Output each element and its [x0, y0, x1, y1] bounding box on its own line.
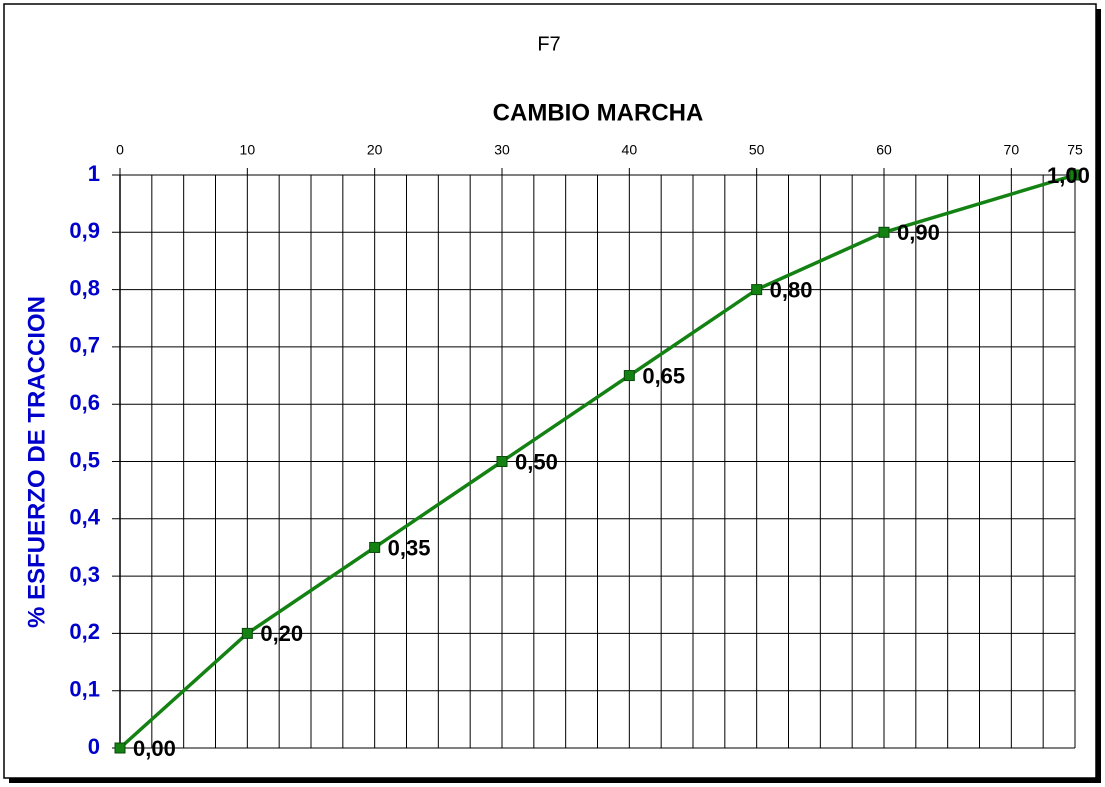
- line: [118, 173, 1076, 750]
- chart-title: F7: [537, 33, 560, 55]
- marker: [241, 627, 253, 639]
- marker: [1069, 169, 1081, 181]
- data-label: 0,20: [260, 621, 303, 646]
- marker: [751, 284, 763, 296]
- y-tick-label: 0,9: [69, 218, 100, 243]
- x-tick-label: 75: [1067, 142, 1083, 158]
- x-tick-label: 50: [749, 142, 765, 158]
- x-tick-label: 70: [1004, 142, 1020, 158]
- y-tick-label: 1: [88, 161, 100, 186]
- data-label: 0,90: [897, 220, 940, 245]
- y-axis-title: % ESFUERZO DE TRACCION: [23, 296, 50, 628]
- y-tick-label: 0,1: [69, 677, 100, 702]
- data-label: 0,50: [515, 449, 558, 474]
- marker: [114, 742, 126, 754]
- y-tick-label: 0,8: [69, 275, 100, 300]
- x-tick-label: 0: [116, 142, 124, 158]
- y-tick-label: 0,3: [69, 562, 100, 587]
- data-label: 0,35: [388, 535, 431, 560]
- data-label: 1,00: [1047, 163, 1090, 188]
- frame: [3, 3, 1097, 779]
- marker: [369, 541, 381, 553]
- y-tick-label: 0,5: [69, 447, 100, 472]
- x-axis-title: CAMBIO MARCHA: [493, 99, 704, 126]
- x-tick-label: 60: [876, 142, 892, 158]
- y-tick-label: 0,7: [69, 333, 100, 358]
- marker: [496, 456, 508, 467]
- x-tick-label: 20: [367, 142, 383, 158]
- x-tick-label: 10: [240, 142, 256, 158]
- data-label: 0,00: [133, 736, 176, 761]
- marker: [878, 226, 890, 238]
- y-tick-label: 0,2: [69, 619, 100, 644]
- marker: [623, 370, 635, 382]
- y-tick-label: 0,4: [69, 505, 100, 530]
- y-tick-label: 0: [88, 734, 100, 759]
- x-tick-label: 30: [494, 142, 510, 158]
- data-label: 0,80: [770, 277, 813, 302]
- data-label: 0,65: [642, 363, 685, 388]
- y-tick-label: 0,6: [69, 390, 100, 415]
- x-tick-label: 40: [622, 142, 638, 158]
